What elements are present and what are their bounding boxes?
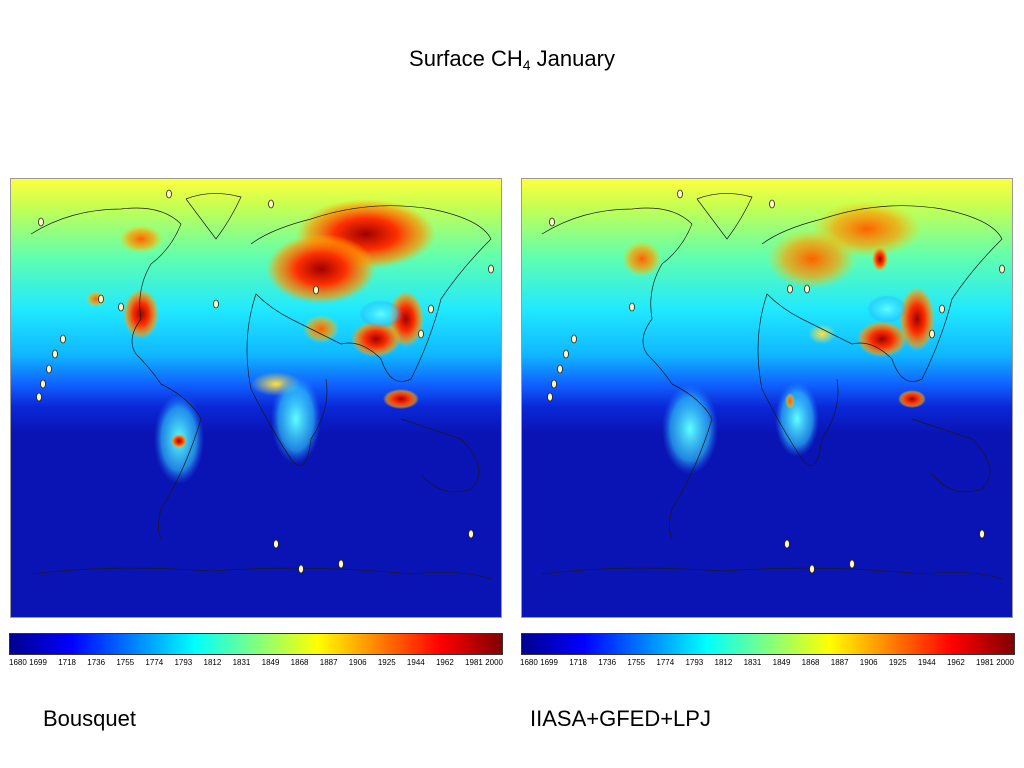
colorbar-tick-label: 1755 (627, 658, 646, 667)
colorbar-tick-label: 1849 (261, 658, 280, 667)
colorbar-tick-label: 1680 (9, 658, 27, 667)
colorbar-tick-label: 1944 (406, 658, 425, 667)
colorbar-tick-label: 1718 (569, 658, 588, 667)
colorbar-ticks-left: 1680 1699 1718 1736 1755 1774 1793 1812 1831 1849… (9, 658, 503, 670)
colorbar-tick-label: 1680 (520, 658, 538, 667)
colorbar-tick-label: 1736 (87, 658, 106, 667)
methane-map-iiasa (522, 179, 1012, 617)
map-panel-iiasa (521, 178, 1013, 618)
colorbar-tick-label: 1812 (203, 658, 222, 667)
colorbar-tick-label: 1962 (435, 658, 454, 667)
colorbar-tick-label: 1887 (830, 658, 849, 667)
colorbar-tick-label: 1906 (859, 658, 878, 667)
colorbar-tick-label: 1887 (319, 658, 338, 667)
colorbar-tick-label: 2000 (485, 658, 503, 667)
colorbar-tick-label: 1812 (714, 658, 733, 667)
colorbar-tick-label: 1831 (232, 658, 251, 667)
colorbar-tick-label: 1793 (685, 658, 704, 667)
colorbar-tick-label: 1774 (656, 658, 675, 667)
colorbar-tick-label: 1755 (116, 658, 135, 667)
methane-map-bousquet (11, 179, 501, 617)
colorbar-tick-label: 1736 (598, 658, 617, 667)
panel-label-left: Bousquet (43, 706, 136, 731)
colorbar-right (521, 633, 1015, 655)
colorbar-tick-label: 2000 (996, 658, 1014, 667)
colorbar-tick-label: 1774 (145, 658, 164, 667)
colorbar-tick-label: 1868 (801, 658, 820, 667)
colorbar-tick-label: 1831 (743, 658, 762, 667)
colorbar-tick-label: 1906 (348, 658, 367, 667)
colorbar-tick-label: 1718 (58, 658, 77, 667)
colorbar-tick-label: 1925 (377, 658, 396, 667)
figure-title: Surface CH4 January (409, 46, 615, 73)
colorbar-tick-label: 1962 (946, 658, 965, 667)
panel-label-right: IIASA+GFED+LPJ (530, 706, 711, 731)
colorbar-tick-label: 1944 (917, 658, 936, 667)
colorbar-tick-label: 1925 (888, 658, 907, 667)
colorbar-tick-label: 1699 (540, 658, 558, 667)
colorbar-tick-label: 1849 (772, 658, 791, 667)
colorbar-tick-label: 1981 (465, 658, 483, 667)
map-panel-bousquet (10, 178, 502, 618)
colorbar-tick-label: 1793 (174, 658, 193, 667)
colorbar-tick-label: 1699 (29, 658, 47, 667)
colorbar-left (9, 633, 503, 655)
colorbar-tick-label: 1868 (290, 658, 309, 667)
colorbar-ticks-right: 1680 1699 1718 1736 1755 1774 1793 1812 1831 1849… (520, 658, 1014, 670)
colorbar-tick-label: 1981 (976, 658, 994, 667)
